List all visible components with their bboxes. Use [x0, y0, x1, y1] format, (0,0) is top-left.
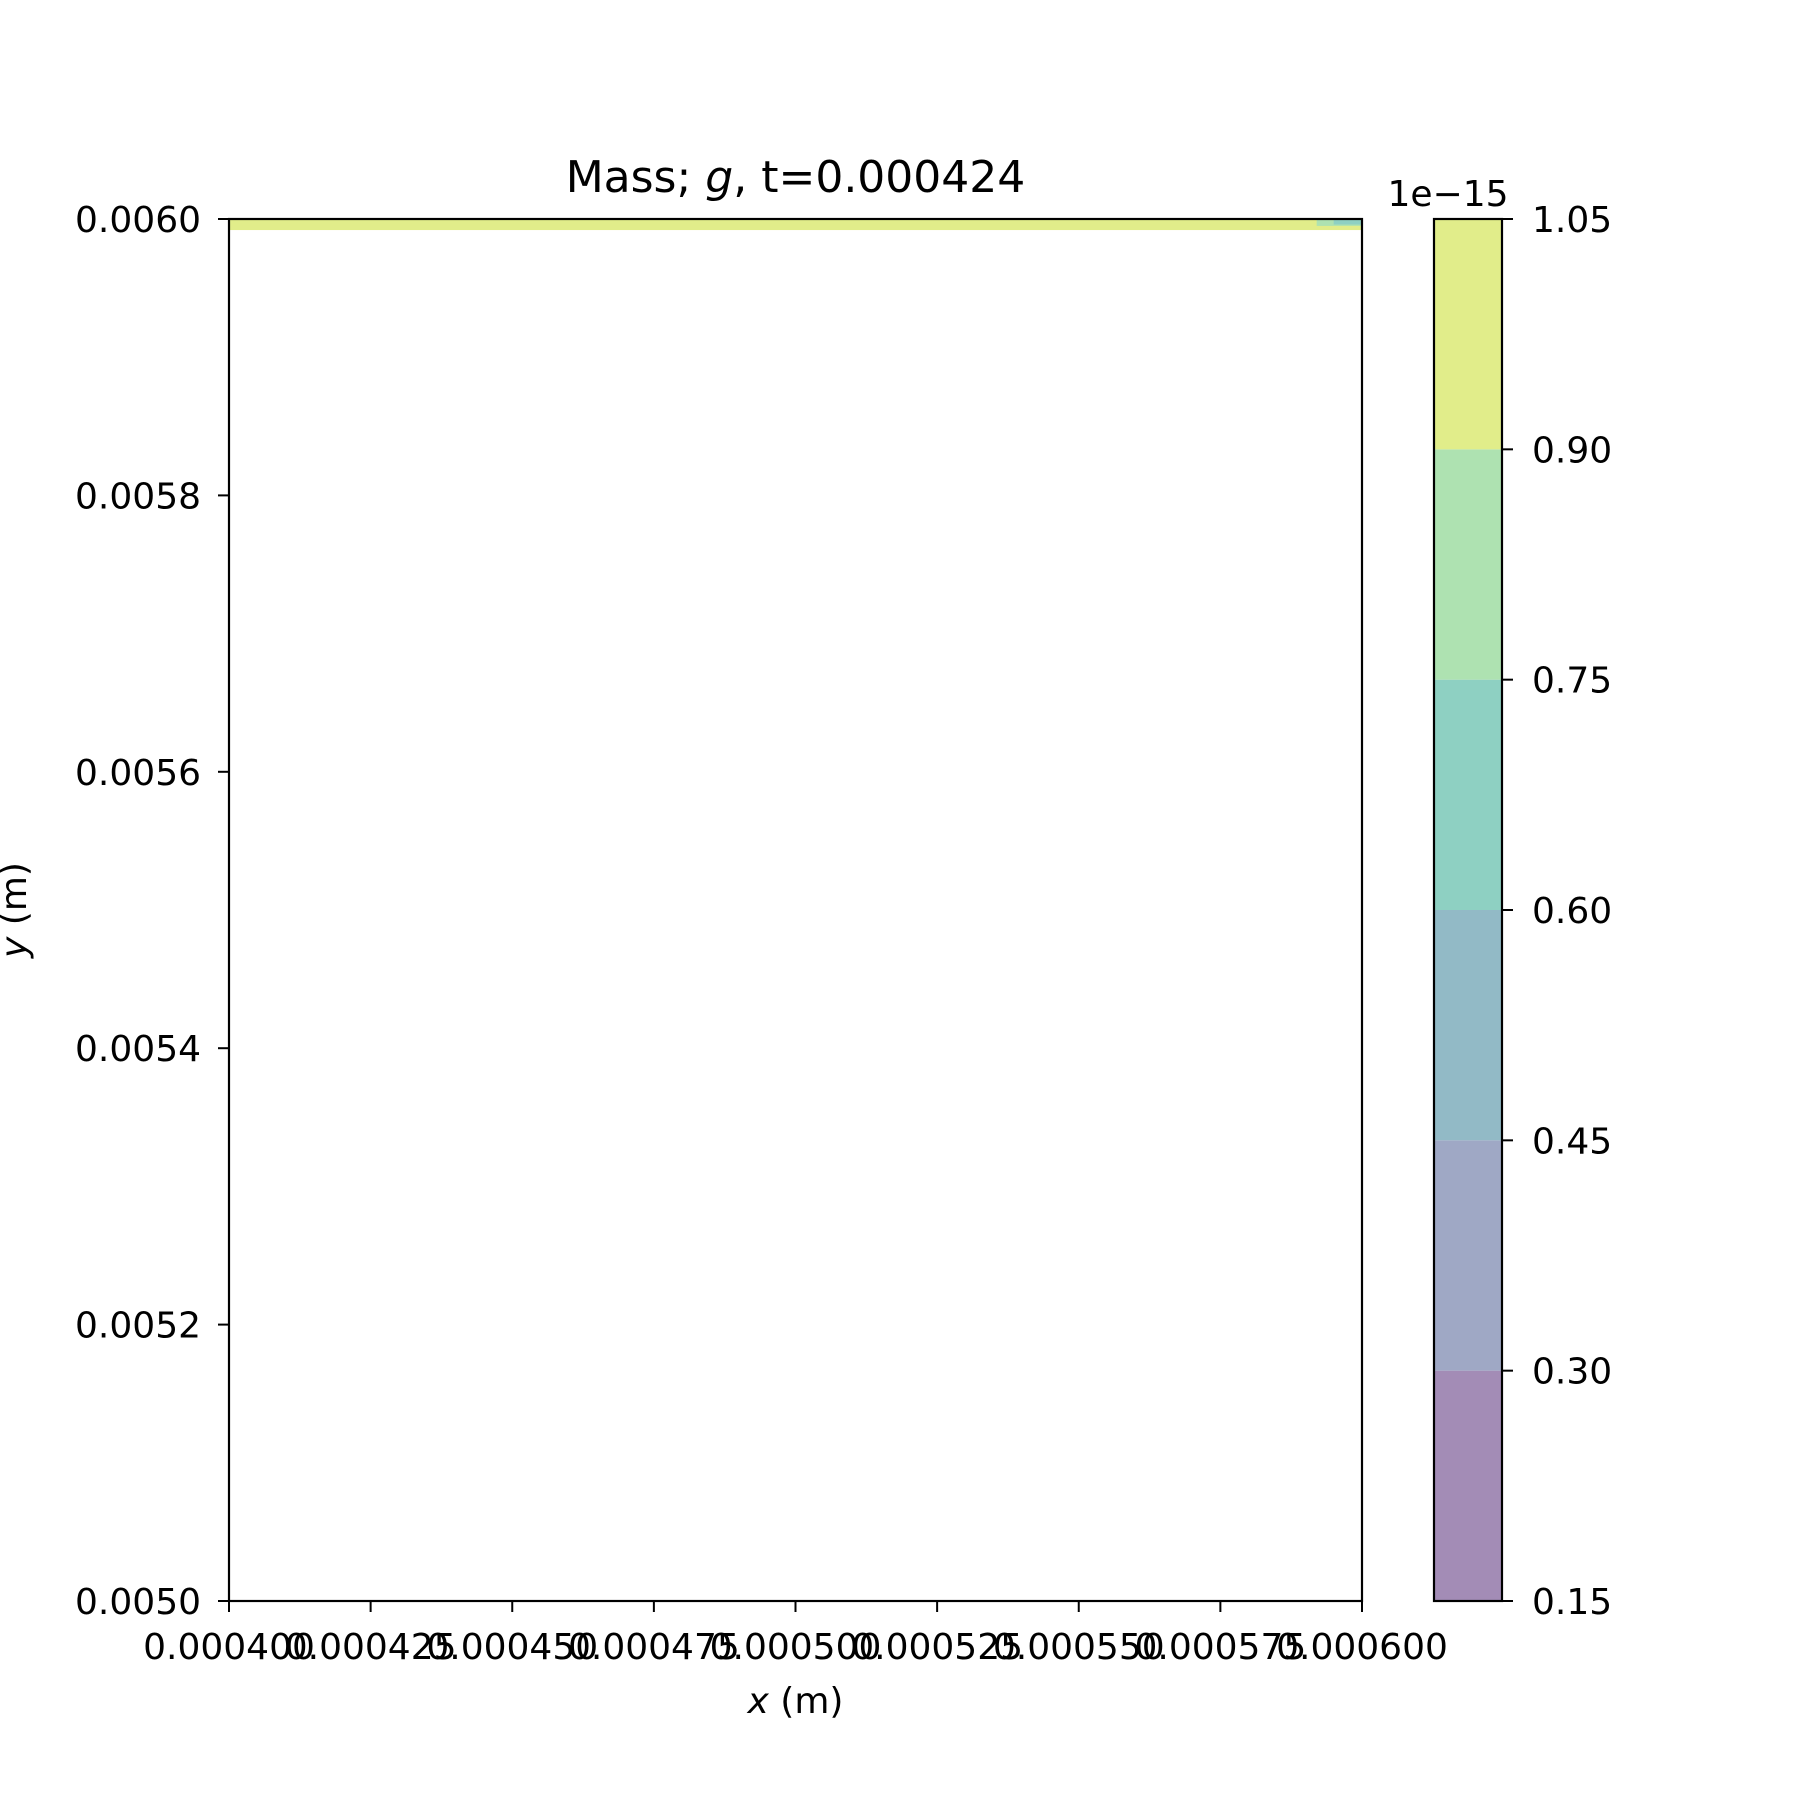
x-axis-label: x (m) — [747, 1681, 844, 1722]
colorbar: 0.15 0.30 0.45 0.60 0.75 0.90 1.05 — [1432, 200, 1612, 1623]
x-axis-label-symbol: x — [747, 1681, 770, 1722]
colorbar-tick-label: 0.75 — [1532, 661, 1612, 702]
contour-region-2 — [1333, 219, 1362, 225]
y-tick-label: 0.0054 — [75, 1029, 201, 1070]
colorbar-tick-label: 0.60 — [1532, 891, 1612, 932]
chart-title-prefix: Mass; — [566, 152, 706, 203]
chart-title-symbol: g — [705, 152, 733, 203]
colorbar-tick-label: 1.05 — [1532, 200, 1612, 241]
y-axis-label: y (m) — [0, 862, 35, 959]
x-axis-label-unit: (m) — [769, 1681, 844, 1722]
chart-title: Mass; g, t=0.000424 — [566, 152, 1026, 203]
colorbar-tick-label: 0.45 — [1532, 1121, 1612, 1162]
plot-frame — [227, 217, 1364, 1603]
x-tick-label: 0.000475 — [568, 1627, 740, 1668]
colorbar-band-2 — [1434, 910, 1502, 1141]
contour-region-0 — [229, 219, 1362, 231]
x-tick-label: 0.000500 — [710, 1627, 882, 1668]
x-tick-label: 0.000425 — [285, 1627, 457, 1668]
y-tick-label: 0.0058 — [75, 476, 201, 517]
colorbar-multiplier: 1e−15 — [1387, 174, 1508, 215]
colorbar-tick-label: 0.30 — [1532, 1352, 1612, 1393]
colorbar-band-5 — [1434, 219, 1502, 450]
colorbar-band-4 — [1434, 449, 1502, 680]
x-tick-label: 0.000550 — [993, 1627, 1165, 1668]
colorbar-band-1 — [1434, 1140, 1502, 1371]
colorbar-tick-label: 0.90 — [1532, 430, 1612, 471]
x-axis: 0.0004000.0004250.0004500.0004750.000500… — [143, 1601, 1448, 1668]
x-tick-label: 0.000400 — [143, 1627, 315, 1668]
x-tick-label: 0.000450 — [426, 1627, 598, 1668]
colorbar-band-3 — [1434, 679, 1502, 910]
y-tick-label: 0.0060 — [75, 200, 201, 241]
y-tick-label: 0.0056 — [75, 753, 201, 794]
colorbar-tick-label: 0.15 — [1532, 1582, 1612, 1623]
x-tick-label: 0.000575 — [1134, 1627, 1306, 1668]
y-axis: 0.0050 0.0052 0.0054 0.0056 0.0058 0.0060 — [75, 200, 229, 1623]
contour-fills — [229, 219, 1362, 231]
y-axis-label-unit: (m) — [0, 862, 35, 937]
x-tick-label: 0.000525 — [851, 1627, 1023, 1668]
colorbar-band-0 — [1434, 1370, 1502, 1601]
chart-title-suffix: , t=0.000424 — [733, 152, 1025, 203]
y-tick-label: 0.0052 — [75, 1306, 201, 1347]
x-tick-label: 0.000600 — [1276, 1627, 1448, 1668]
y-axis-label-symbol: y — [0, 936, 35, 959]
y-tick-label: 0.0050 — [75, 1582, 201, 1623]
